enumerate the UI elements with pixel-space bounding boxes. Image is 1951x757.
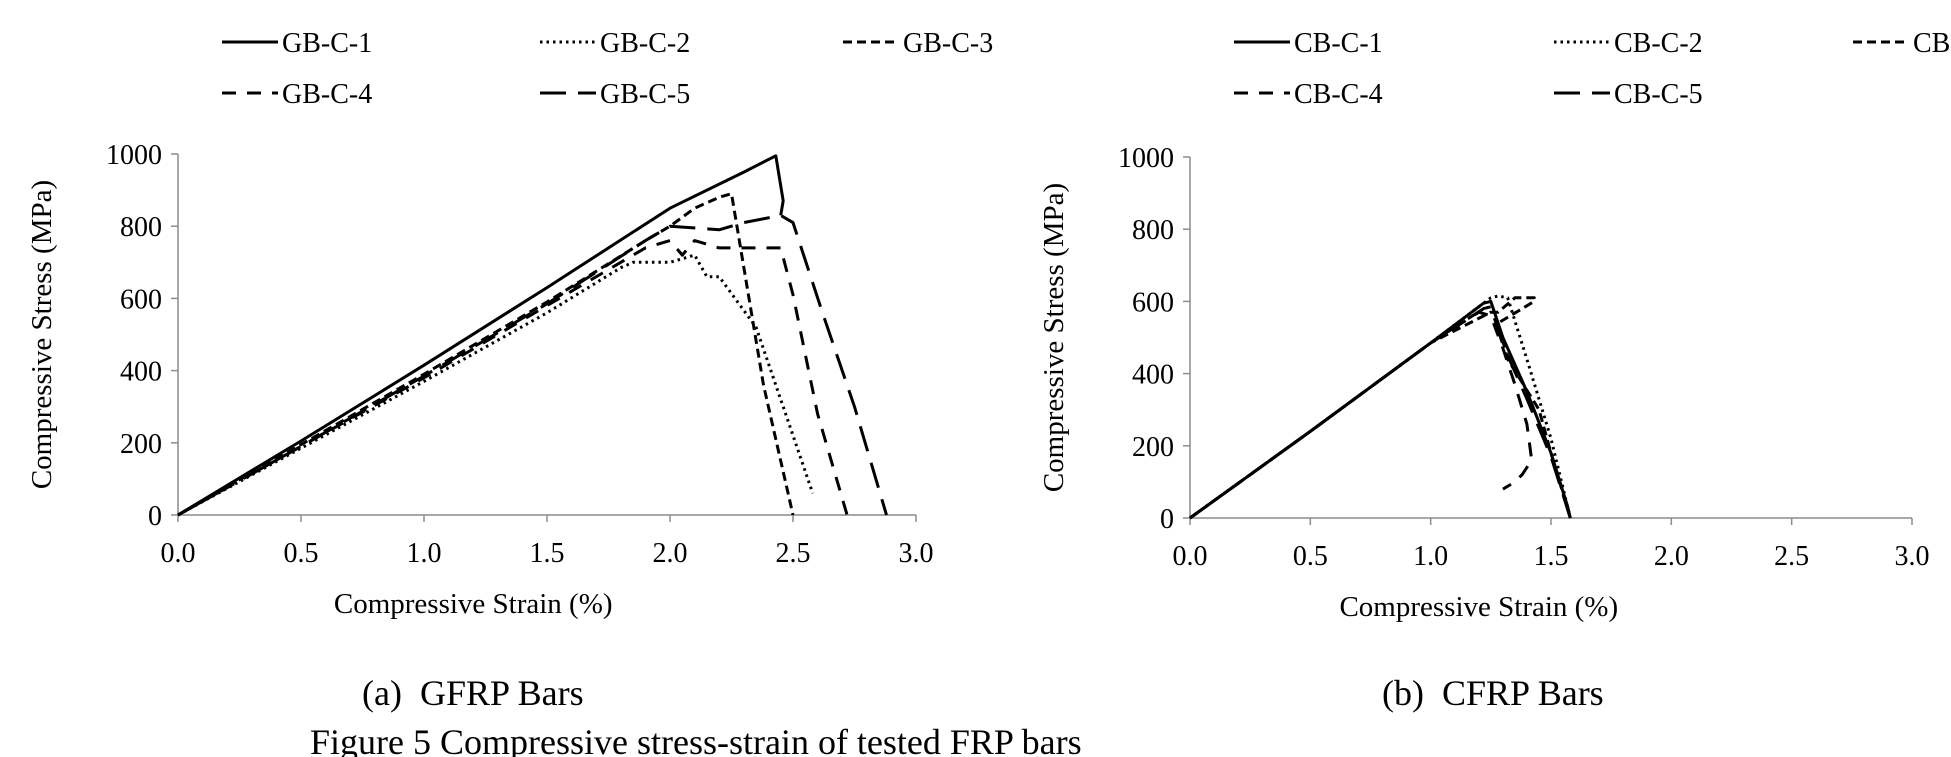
caption-cfrp: (b) CFRP Bars	[1382, 673, 1604, 713]
y-tick-label: 600	[120, 284, 162, 315]
y-tick-label: 400	[1132, 360, 1174, 391]
series-line-cb-c-3	[1189, 296, 1572, 520]
x-tick-label: 2.0	[653, 538, 688, 569]
series-line-cb-c-4	[1189, 310, 1534, 520]
x-axis-label: Compressive Strain (%)	[334, 588, 613, 620]
legend-label: CB-C-2	[1614, 28, 1703, 59]
x-tick-label: 1.5	[1534, 541, 1569, 572]
legend-label: GB-C-3	[903, 28, 993, 59]
y-tick-label: 0	[1160, 504, 1174, 535]
x-tick-label: 3.0	[899, 538, 934, 569]
x-axis-label: Compressive Strain (%)	[1339, 591, 1618, 623]
y-axis-label: Compressive Stress (MPa)	[1038, 183, 1070, 492]
series-line-cb-c-5	[1189, 305, 1572, 520]
legend-label: CB-C-3	[1913, 28, 1951, 59]
x-tick-label: 0.5	[1293, 541, 1328, 572]
x-tick-label: 1.5	[530, 538, 565, 569]
figure-caption: Figure 5 Compressive stress-strain of te…	[310, 722, 1082, 757]
x-tick-label: 2.5	[1774, 541, 1809, 572]
y-tick-label: 200	[120, 429, 162, 460]
series-line-gb-c-2	[177, 253, 815, 517]
x-tick-label: 0.5	[284, 538, 319, 569]
series-line-cb-c-2	[1189, 294, 1572, 520]
legend-label: GB-C-4	[282, 79, 372, 110]
x-tick-label: 2.0	[1654, 541, 1689, 572]
x-tick-label: 1.0	[407, 538, 442, 569]
y-tick-label: 800	[1132, 215, 1174, 246]
y-tick-label: 1000	[106, 140, 162, 171]
legend-label: GB-C-1	[282, 28, 372, 59]
legend-label: GB-C-5	[600, 79, 690, 110]
panel-gfrp: 0.0 0.5 1.0 1.5 2.0 2.5 3.0 0 200 400 600 800 1000 Co…	[26, 28, 993, 620]
legend-label: GB-C-2	[600, 28, 690, 59]
caption-gfrp: (a) GFRP Bars	[362, 673, 584, 713]
y-tick-label: 400	[120, 357, 162, 388]
legend-label: CB-C-1	[1294, 28, 1383, 59]
y-tick-label: 600	[1132, 287, 1174, 318]
series-line-gb-c-5	[177, 213, 888, 517]
series-line-gb-c-3	[177, 192, 795, 517]
panel-cfrp: 0.0 0.5 1.0 1.5 2.0 2.5 3.0 0 200 400 600 800 1000 Co…	[1038, 28, 1951, 623]
x-tick-label: 1.0	[1413, 541, 1448, 572]
legend-label: CB-C-5	[1614, 79, 1703, 110]
x-tick-label: 3.0	[1895, 541, 1930, 572]
y-tick-label: 200	[1132, 432, 1174, 463]
legend-label: CB-C-4	[1294, 79, 1383, 110]
x-tick-label: 2.5	[776, 538, 811, 569]
x-tick-label: 0.0	[1173, 541, 1208, 572]
x-tick-label: 0.0	[161, 538, 196, 569]
y-axis-label: Compressive Stress (MPa)	[26, 180, 58, 489]
series-line-gb-c-4	[177, 239, 849, 517]
series-line-gb-c-1	[177, 154, 785, 517]
y-tick-label: 1000	[1118, 143, 1174, 174]
series-line-cb-c-1	[1189, 299, 1572, 520]
y-tick-label: 800	[120, 212, 162, 243]
y-tick-label: 0	[148, 501, 162, 532]
